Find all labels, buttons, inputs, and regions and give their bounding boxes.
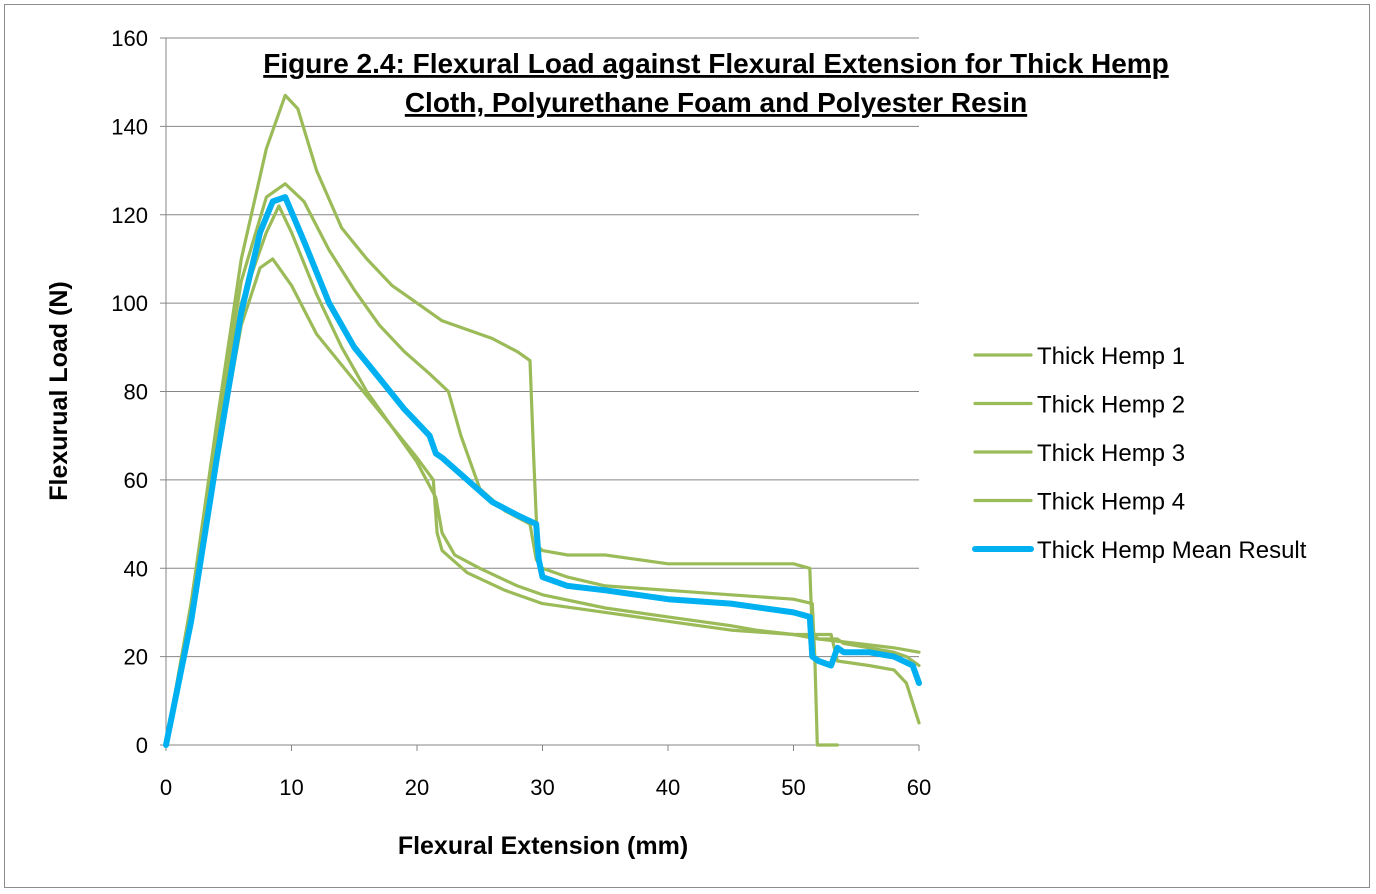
y-tick-label: 140 (111, 114, 148, 139)
y-tick-label: 100 (111, 291, 148, 316)
x-tick-label: 20 (405, 775, 429, 800)
series-line-5 (163, 194, 922, 748)
series-line-1 (164, 93, 921, 747)
tick-labels: 0 20 40 60 80 100 120 140 160 0 10 20 30 40 50 60 (111, 26, 931, 800)
legend-label: Thick Hemp 2 (1037, 392, 1185, 419)
chart-title-line-1: Figure 2.4: Flexural Load against Flexur… (263, 48, 1169, 79)
series-line-2 (164, 182, 840, 747)
axes (160, 37, 920, 751)
y-tick-label: 60 (124, 468, 148, 493)
x-tick-label: 0 (160, 775, 172, 800)
y-tick-label: 20 (124, 645, 148, 670)
y-tick-label: 160 (111, 26, 148, 51)
legend: Thick Hemp 1 Thick Hemp 2 Thick Hemp 3 Thic… (972, 343, 1307, 564)
legend-label: Thick Hemp 3 (1037, 440, 1185, 467)
x-tick-label: 40 (656, 775, 680, 800)
y-tick-label: 0 (136, 733, 148, 758)
x-tick-label: 30 (530, 775, 554, 800)
flexural-load-chart: 0 20 40 60 80 100 120 140 160 0 10 20 30 40 50 60 Figur… (45, 26, 1307, 860)
y-tick-label: 80 (124, 380, 148, 405)
x-tick-label: 10 (279, 775, 303, 800)
x-tick-label: 60 (907, 775, 931, 800)
y-tick-label: 40 (124, 556, 148, 581)
chart-title-line-2: Cloth, Polyurethane Foam and Polyester R… (405, 87, 1027, 118)
legend-label: Thick Hemp 4 (1037, 489, 1185, 516)
y-axis-title: Flexurual Load (N) (45, 281, 73, 500)
chart-frame: 0 20 40 60 80 100 120 140 160 0 10 20 30 40 50 60 Figur… (4, 4, 1370, 888)
series-line-4 (164, 257, 921, 747)
series-layer (163, 93, 922, 748)
legend-label: Thick Hemp Mean Result (1037, 537, 1307, 564)
x-tick-label: 50 (781, 775, 805, 800)
y-tick-label: 120 (111, 203, 148, 228)
legend-label: Thick Hemp 1 (1037, 343, 1185, 370)
series-line-3 (164, 204, 921, 747)
x-axis-title: Flexural Extension (mm) (398, 832, 688, 860)
